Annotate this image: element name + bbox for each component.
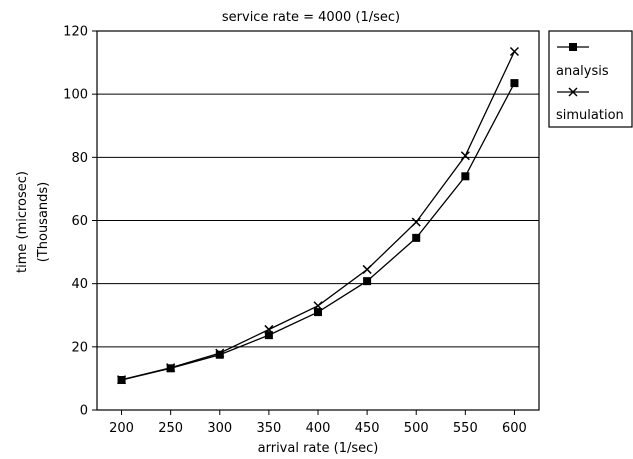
legend: analysis simulation [548,30,633,128]
point-simulation-250 [166,363,176,373]
y-tick-label-120: 120 [63,25,88,40]
legend-analysis-label: analysis [556,64,609,79]
point-simulation-450 [362,264,372,274]
series-line-simulation [121,51,515,381]
y-axis-label-line1: time (microsec) [15,171,30,273]
y-tick-label-0: 0 [80,404,88,419]
legend-analysis-marker [569,43,577,51]
x-axis-label: arrival rate (1/sec) [258,441,379,456]
y-axis-label-line2: (Thousands) [36,182,51,263]
x-tick-label-300: 300 [207,421,232,436]
x-tick-label-500: 500 [404,421,429,436]
point-analysis-600 [510,79,519,88]
y-tick-label-60: 60 [71,214,88,229]
legend-simulation-marker [568,87,578,97]
point-simulation-400 [313,301,323,311]
legend-simulation-label: simulation [556,108,624,123]
point-analysis-350 [264,331,273,340]
y-axis: 0 20 40 60 80 100 120 [63,25,97,419]
point-simulation-300 [215,348,225,358]
chart-title: service rate = 4000 (1/sec) [222,10,400,25]
legend-box [548,30,633,128]
series-analysis [117,79,519,384]
x-axis: 200 250 300 350 400 450 500 550 600 [109,410,527,436]
point-analysis-400 [314,308,322,317]
point-analysis-500 [412,233,421,242]
point-analysis-550 [461,172,470,181]
x-tick-label-250: 250 [158,421,183,436]
series-layer [117,46,519,385]
x-tick-label-400: 400 [306,421,331,436]
point-simulation-550 [460,151,470,161]
point-analysis-450 [363,277,372,286]
y-tick-label-40: 40 [71,277,88,292]
x-tick-label-350: 350 [256,421,281,436]
point-simulation-200 [117,375,127,385]
series-line-analysis [121,82,515,381]
y-tick-label-80: 80 [71,151,88,166]
series-simulation [117,46,519,385]
point-simulation-600 [509,46,519,57]
gridlines [97,93,539,348]
y-tick-label-20: 20 [71,340,88,355]
x-tick-label-450: 450 [355,421,380,436]
x-tick-label-550: 550 [453,421,478,436]
x-tick-label-600: 600 [502,421,527,436]
point-simulation-350 [264,324,274,334]
point-analysis-300 [215,350,224,359]
point-simulation-500 [411,217,421,227]
y-tick-label-100: 100 [63,88,88,103]
x-tick-label-200: 200 [109,421,134,436]
